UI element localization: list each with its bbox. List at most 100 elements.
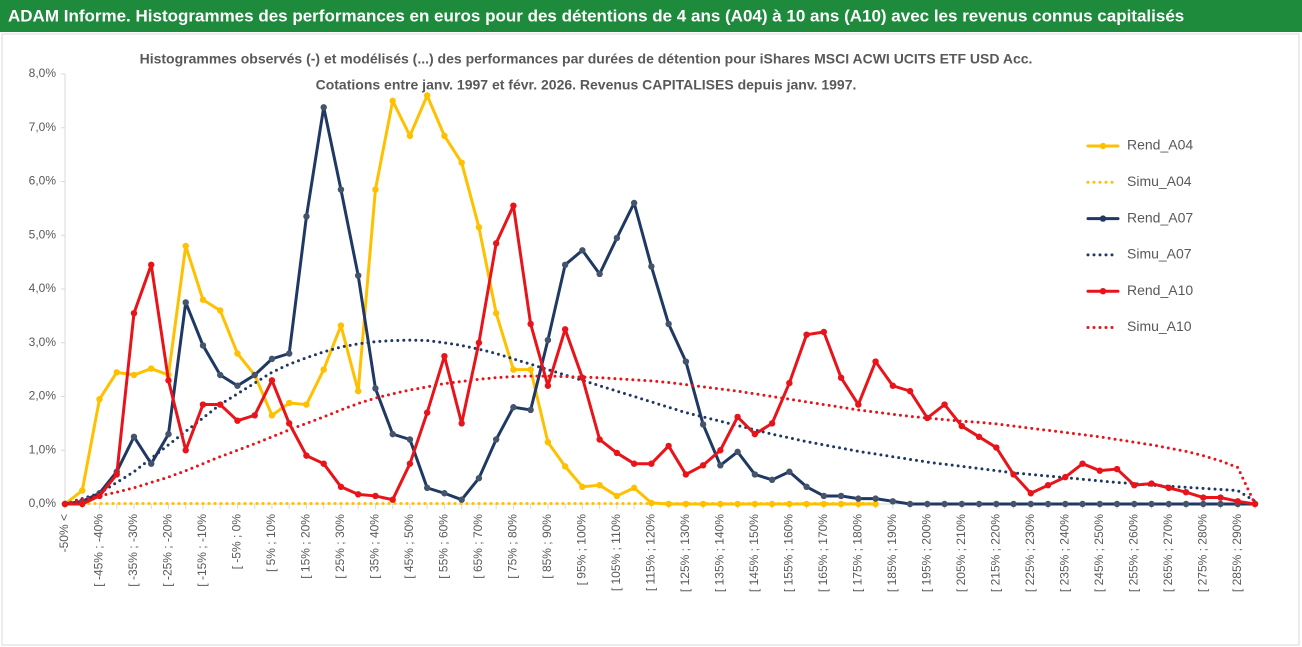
point [958, 422, 966, 430]
legend-label: Rend_A10 [1127, 282, 1193, 298]
point [906, 500, 914, 508]
point [734, 413, 741, 421]
point [561, 463, 569, 470]
point [1182, 488, 1190, 496]
point [406, 460, 414, 467]
point [389, 496, 396, 503]
x-tick-label: [ 255% ; 260% [1126, 514, 1140, 592]
point [561, 261, 569, 269]
chart-title: Histogrammes observés (-) et modélisés (… [140, 51, 1033, 67]
point [234, 417, 241, 424]
point [527, 366, 534, 373]
point [855, 495, 862, 502]
y-tick-label: 5,0% [29, 227, 57, 241]
point [1234, 498, 1241, 505]
point [1113, 465, 1121, 473]
point [958, 500, 966, 508]
point [906, 387, 914, 395]
point [1165, 500, 1172, 508]
point [1148, 500, 1155, 508]
point [613, 234, 621, 242]
point [803, 483, 810, 490]
x-tick-label: [ 75% ; 80% [506, 514, 520, 579]
banner-title: ADAM Informe. Histogrammes des performan… [8, 6, 1184, 25]
point [665, 442, 672, 450]
point [303, 401, 310, 408]
point [872, 358, 879, 365]
point [441, 490, 448, 497]
point [268, 355, 276, 363]
y-tick-label: 0,0% [29, 496, 57, 510]
point [441, 352, 448, 360]
point [889, 498, 897, 505]
legend-marker [1099, 288, 1107, 295]
point [475, 223, 483, 231]
x-tick-label: [ 35% ; 40% [368, 514, 382, 579]
banner [0, 0, 1302, 32]
point [665, 320, 672, 328]
point [682, 358, 690, 365]
legend-label: Rend_A04 [1127, 137, 1193, 153]
point [130, 371, 138, 379]
point [113, 471, 120, 478]
point [1027, 500, 1034, 508]
point [699, 462, 707, 469]
x-tick-label: [ 5% ; 10% [264, 514, 278, 572]
point [630, 484, 638, 492]
x-tick-label: [ 65% ; 70% [471, 514, 485, 579]
point [872, 495, 879, 502]
point [458, 159, 465, 166]
point [458, 496, 465, 503]
point [768, 476, 776, 484]
point [751, 430, 759, 438]
x-tick-label: [ 105% ; 110% [609, 514, 623, 591]
point [1096, 467, 1103, 474]
point [251, 371, 258, 379]
point [820, 328, 828, 336]
point [717, 447, 724, 454]
x-tick-label: [ 235% ; 240% [1057, 514, 1071, 592]
point [648, 263, 655, 270]
point [889, 382, 897, 389]
x-tick-label: [ 265% ; 270% [1161, 514, 1175, 592]
x-tick-label: [ 175% ; 180% [851, 514, 865, 592]
point [1010, 500, 1017, 508]
y-tick-label: 6,0% [29, 174, 57, 188]
point [79, 500, 86, 508]
point [217, 371, 224, 379]
point [544, 382, 552, 389]
x-tick-label: [ 25% ; 30% [333, 514, 347, 579]
point [423, 409, 431, 416]
point [527, 406, 534, 414]
point [1217, 500, 1224, 508]
point [354, 387, 362, 395]
point [596, 436, 603, 443]
point [613, 449, 621, 457]
x-tick-label: [ 95% ; 100% [575, 514, 589, 586]
point [1027, 490, 1034, 497]
x-tick-label: -50% < [57, 514, 71, 552]
point [372, 385, 379, 392]
point [993, 444, 1000, 451]
point [941, 401, 948, 408]
point [492, 240, 500, 247]
point [337, 186, 345, 193]
point [475, 339, 483, 346]
point [924, 500, 931, 508]
x-tick-label: [ 115% ; 120% [644, 514, 658, 591]
point [630, 460, 638, 467]
point [1096, 500, 1103, 508]
point [79, 487, 86, 494]
point [941, 500, 948, 508]
point [820, 500, 828, 508]
point [354, 491, 362, 498]
point [975, 500, 983, 508]
point [234, 350, 241, 357]
point [993, 500, 1000, 508]
point [113, 369, 120, 376]
point [492, 436, 500, 443]
x-tick-label: [ 155% ; 160% [782, 514, 796, 592]
point [579, 247, 586, 254]
point [303, 213, 310, 220]
